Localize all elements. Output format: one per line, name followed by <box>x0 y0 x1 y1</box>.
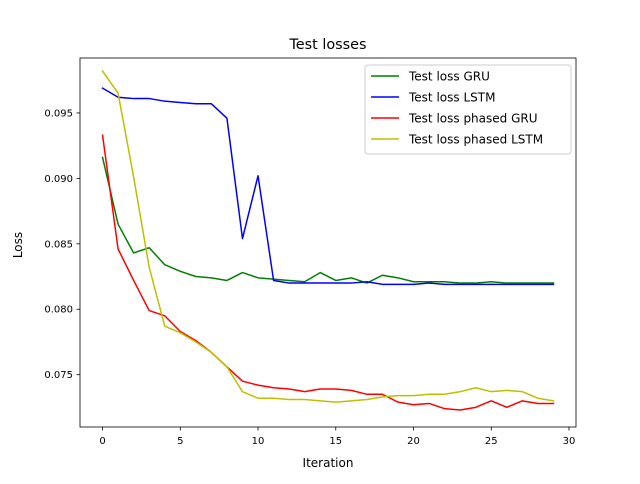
x-tick-label: 0 <box>99 436 105 447</box>
legend-label-2: Test loss LSTM <box>408 91 495 105</box>
axes-frame <box>79 57 577 428</box>
legend-label-3: Test loss phased GRU <box>408 112 538 126</box>
series-line-4 <box>101 70 555 403</box>
series-line-1 <box>101 156 555 284</box>
y-tick-label: 0.095 <box>44 108 73 119</box>
chart-title: Test losses <box>288 37 366 53</box>
x-tick-label: 15 <box>329 436 342 447</box>
series-line-3 <box>101 134 555 411</box>
x-tick-label: 30 <box>563 436 576 447</box>
x-tick-label: 20 <box>407 436 420 447</box>
y-axis-label: Loss <box>11 232 25 258</box>
y-tick-label: 0.075 <box>44 370 73 381</box>
legend-label-1: Test loss GRU <box>408 70 490 84</box>
legend-box <box>364 64 572 155</box>
legend: Test loss GRU Test loss LSTM Test loss pha… <box>364 64 572 155</box>
y-tick-label: 0.080 <box>44 305 73 316</box>
series-line-2 <box>101 87 555 286</box>
x-tick-label: 25 <box>485 436 498 447</box>
x-tick-label: 5 <box>177 436 183 447</box>
legend-label-4: Test loss phased LSTM <box>408 133 543 147</box>
series-layer <box>101 70 555 411</box>
y-tick-label: 0.085 <box>44 239 73 250</box>
y-tick-label: 0.090 <box>44 174 73 185</box>
axes-layer: 0 5 10 15 20 25 30 0.075 0.080 0.085 0.090 0.095 <box>44 57 577 447</box>
x-tick-label: 10 <box>252 436 265 447</box>
x-axis-label: Iteration <box>303 456 354 470</box>
